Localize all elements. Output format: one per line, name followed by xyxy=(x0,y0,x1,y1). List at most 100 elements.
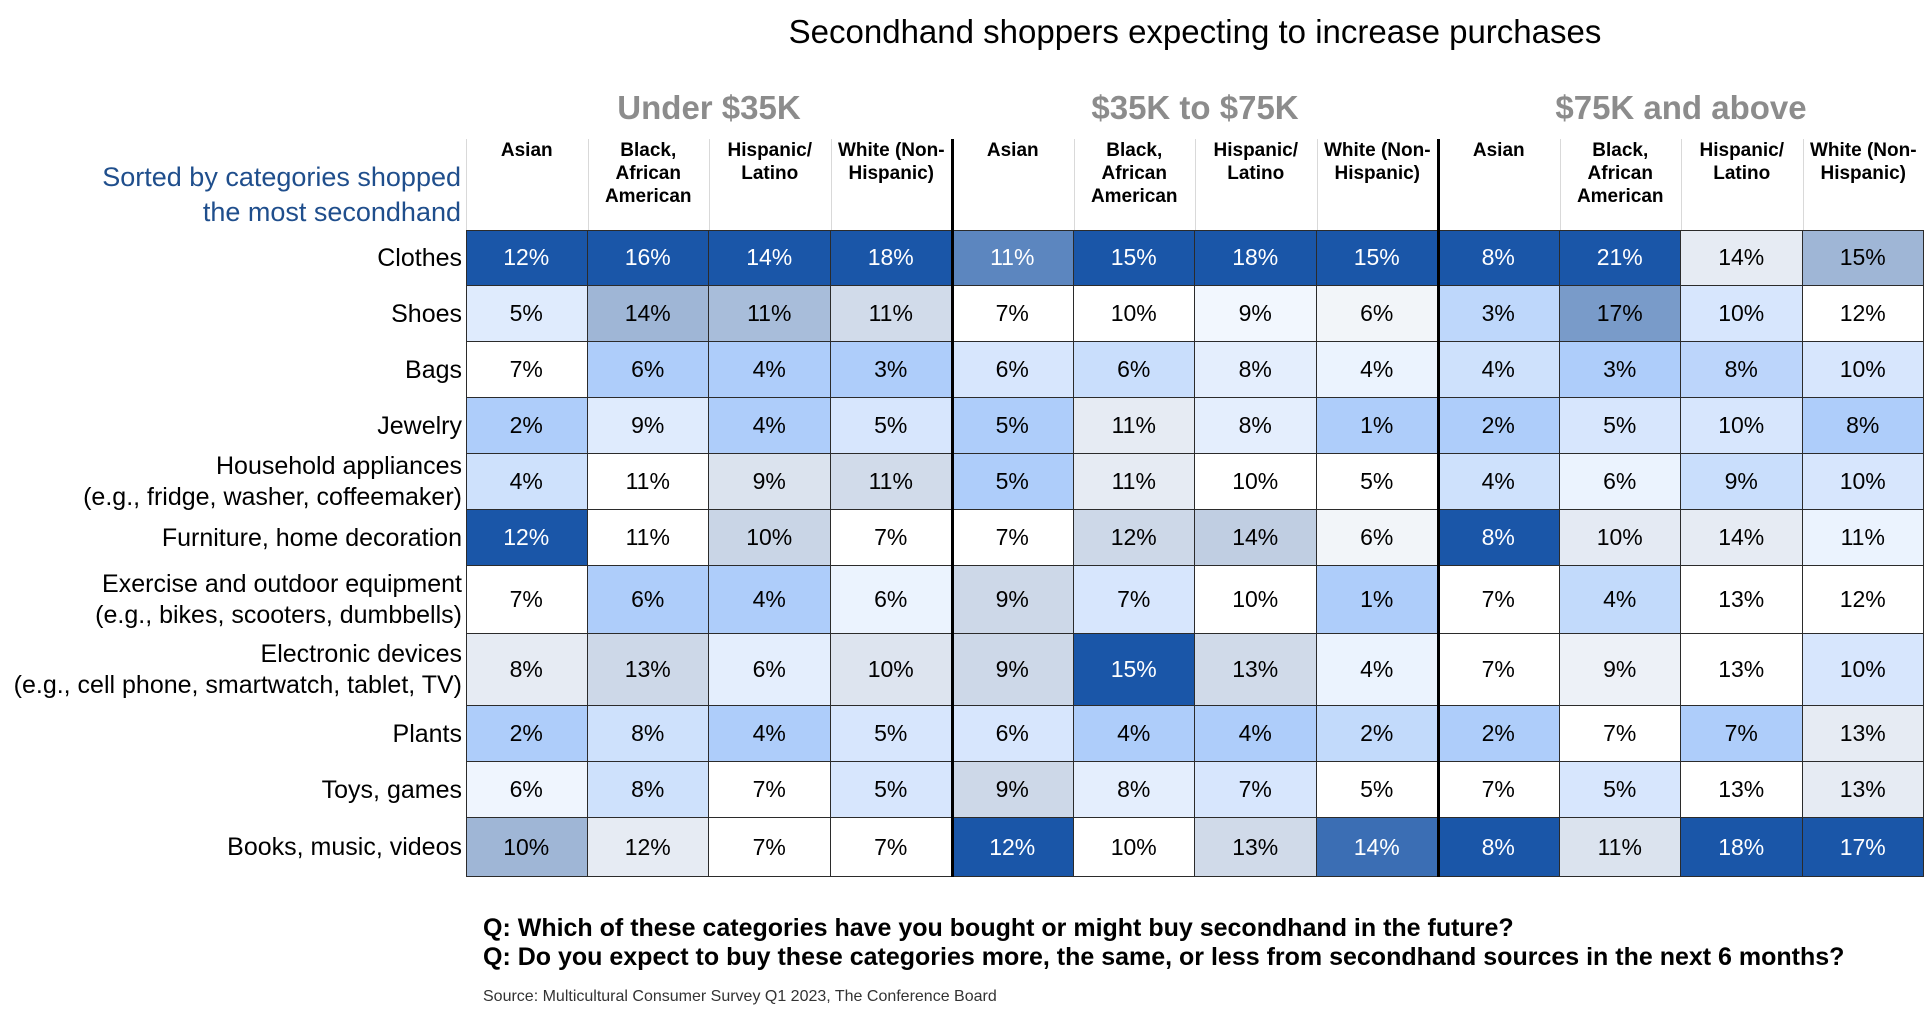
column-divider xyxy=(830,139,832,230)
heatmap-cell: 17% xyxy=(1559,286,1681,342)
row-label: Shoes xyxy=(391,299,462,328)
heatmap-cell: 6% xyxy=(952,706,1074,762)
heatmap-cell: 7% xyxy=(1438,762,1560,818)
heatmap-cell: 10% xyxy=(1559,510,1681,566)
heatmap-cell: 4% xyxy=(1316,634,1438,706)
heatmap-cell: 11% xyxy=(1559,818,1681,877)
column-divider xyxy=(1681,139,1682,230)
heatmap-cell: 13% xyxy=(1802,706,1924,762)
heatmap-cell: 10% xyxy=(830,634,952,706)
heatmap-cell: 4% xyxy=(709,342,831,398)
heatmap-cell: 8% xyxy=(1438,510,1560,566)
heatmap-cell: 7% xyxy=(709,762,831,818)
row-header-note: Sorted by categories shopped the most se… xyxy=(102,162,461,227)
heatmap-cell: 8% xyxy=(587,762,709,818)
heatmap-cell: 4% xyxy=(1316,342,1438,398)
column-header: Hispanic/ Latino xyxy=(1699,140,1784,184)
heatmap-cell: 3% xyxy=(1559,342,1681,398)
heatmap-cell: 5% xyxy=(830,398,952,454)
heatmap-cell: 1% xyxy=(1316,398,1438,454)
heatmap-cell: 12% xyxy=(1802,566,1924,634)
column-header: White (Non- Hispanic) xyxy=(837,140,945,184)
heatmap-cell: 8% xyxy=(1681,342,1803,398)
heatmap-cell: 6% xyxy=(587,566,709,634)
heatmap-cell: 4% xyxy=(1559,566,1681,634)
group-separator xyxy=(951,139,954,877)
heatmap-cell: 13% xyxy=(1195,634,1317,706)
heatmap-cell: 5% xyxy=(1559,398,1681,454)
column-divider xyxy=(1073,139,1075,230)
heatmap-cell: 13% xyxy=(1681,634,1803,706)
heatmap-cell: 6% xyxy=(466,762,588,818)
heatmap-cell: 9% xyxy=(952,634,1074,706)
heatmap-cell: 9% xyxy=(587,398,709,454)
heatmap-cell: 2% xyxy=(1438,398,1560,454)
heatmap-cell: 10% xyxy=(1802,634,1924,706)
row-label: Plants xyxy=(392,719,462,748)
heatmap-cell: 10% xyxy=(709,510,831,566)
heatmap-cell: 8% xyxy=(466,634,588,706)
row-label: Exercise and outdoor equipment (e.g., bi… xyxy=(95,570,462,629)
column-header: Asian xyxy=(500,140,553,161)
heatmap-cell: 6% xyxy=(830,566,952,634)
heatmap-cell: 2% xyxy=(1316,706,1438,762)
heatmap-cell: 7% xyxy=(952,510,1074,566)
heatmap-grid: 12% 16% 14% 18% 11% 15% 18% 15% 8% 21% 14% 15% 5% 14%… xyxy=(466,230,1924,877)
heatmap-cell: 7% xyxy=(1195,762,1317,818)
group-title: $75K and above xyxy=(1555,89,1807,126)
heatmap-cell: 11% xyxy=(830,454,952,510)
row-label: Clothes xyxy=(377,243,462,272)
heatmap-cell: 10% xyxy=(1195,454,1317,510)
heatmap-cell: 6% xyxy=(1559,454,1681,510)
heatmap-cell: 13% xyxy=(1681,566,1803,634)
column-divider xyxy=(1559,139,1561,230)
heatmap-cell: 5% xyxy=(1316,762,1438,818)
source-note: Source: Multicultural Consumer Survey Q1… xyxy=(483,988,997,1005)
heatmap-cell: 2% xyxy=(466,398,588,454)
heatmap-cell: 3% xyxy=(1438,286,1560,342)
heatmap-cell: 12% xyxy=(1073,510,1195,566)
heatmap-cell: 3% xyxy=(830,342,952,398)
heatmap-cell: 4% xyxy=(1073,706,1195,762)
heatmap-cell: 7% xyxy=(1073,566,1195,634)
column-divider xyxy=(1195,139,1196,230)
heatmap-cell: 18% xyxy=(1681,818,1803,877)
heatmap-cell: 9% xyxy=(952,566,1074,634)
heatmap-cell: 5% xyxy=(952,398,1074,454)
heatmap-cell: 10% xyxy=(1195,566,1317,634)
heatmap-cell: 12% xyxy=(466,510,588,566)
row-label: Jewelry xyxy=(377,411,462,440)
heatmap-cell: 18% xyxy=(1195,230,1317,286)
heatmap-cell: 4% xyxy=(466,454,588,510)
heatmap-cell: 13% xyxy=(1681,762,1803,818)
heatmap-cell: 13% xyxy=(1802,762,1924,818)
heatmap-cell: 12% xyxy=(587,818,709,877)
heatmap-cell: 8% xyxy=(1195,398,1317,454)
heatmap-cell: 6% xyxy=(952,342,1074,398)
heatmap-cell: 10% xyxy=(1073,286,1195,342)
heatmap-cell: 15% xyxy=(1316,230,1438,286)
heatmap-cell: 5% xyxy=(1559,762,1681,818)
column-divider xyxy=(1316,139,1318,230)
heatmap-cell: 15% xyxy=(1802,230,1924,286)
heatmap-cell: 21% xyxy=(1559,230,1681,286)
heatmap-cell: 6% xyxy=(1073,342,1195,398)
column-header: Hispanic/ Latino xyxy=(1213,140,1298,184)
heatmap-cell: 10% xyxy=(1802,342,1924,398)
row-label: Books, music, videos xyxy=(227,833,462,861)
heatmap-cell: 7% xyxy=(466,566,588,634)
column-divider xyxy=(587,139,589,230)
heatmap-cell: 8% xyxy=(587,706,709,762)
row-label: Furniture, home decoration xyxy=(161,523,462,552)
heatmap-cell: 7% xyxy=(1438,566,1560,634)
heatmap-cell: 7% xyxy=(830,510,952,566)
heatmap-cell: 7% xyxy=(709,818,831,877)
heatmap-cell: 8% xyxy=(1195,342,1317,398)
heatmap-cell: 13% xyxy=(1195,818,1317,877)
heatmap-cell: 15% xyxy=(1073,230,1195,286)
heatmap-cell: 14% xyxy=(1195,510,1317,566)
column-divider xyxy=(709,139,710,230)
heatmap-cell: 11% xyxy=(587,510,709,566)
heatmap-cell: 9% xyxy=(1195,286,1317,342)
heatmap-cell: 11% xyxy=(830,286,952,342)
